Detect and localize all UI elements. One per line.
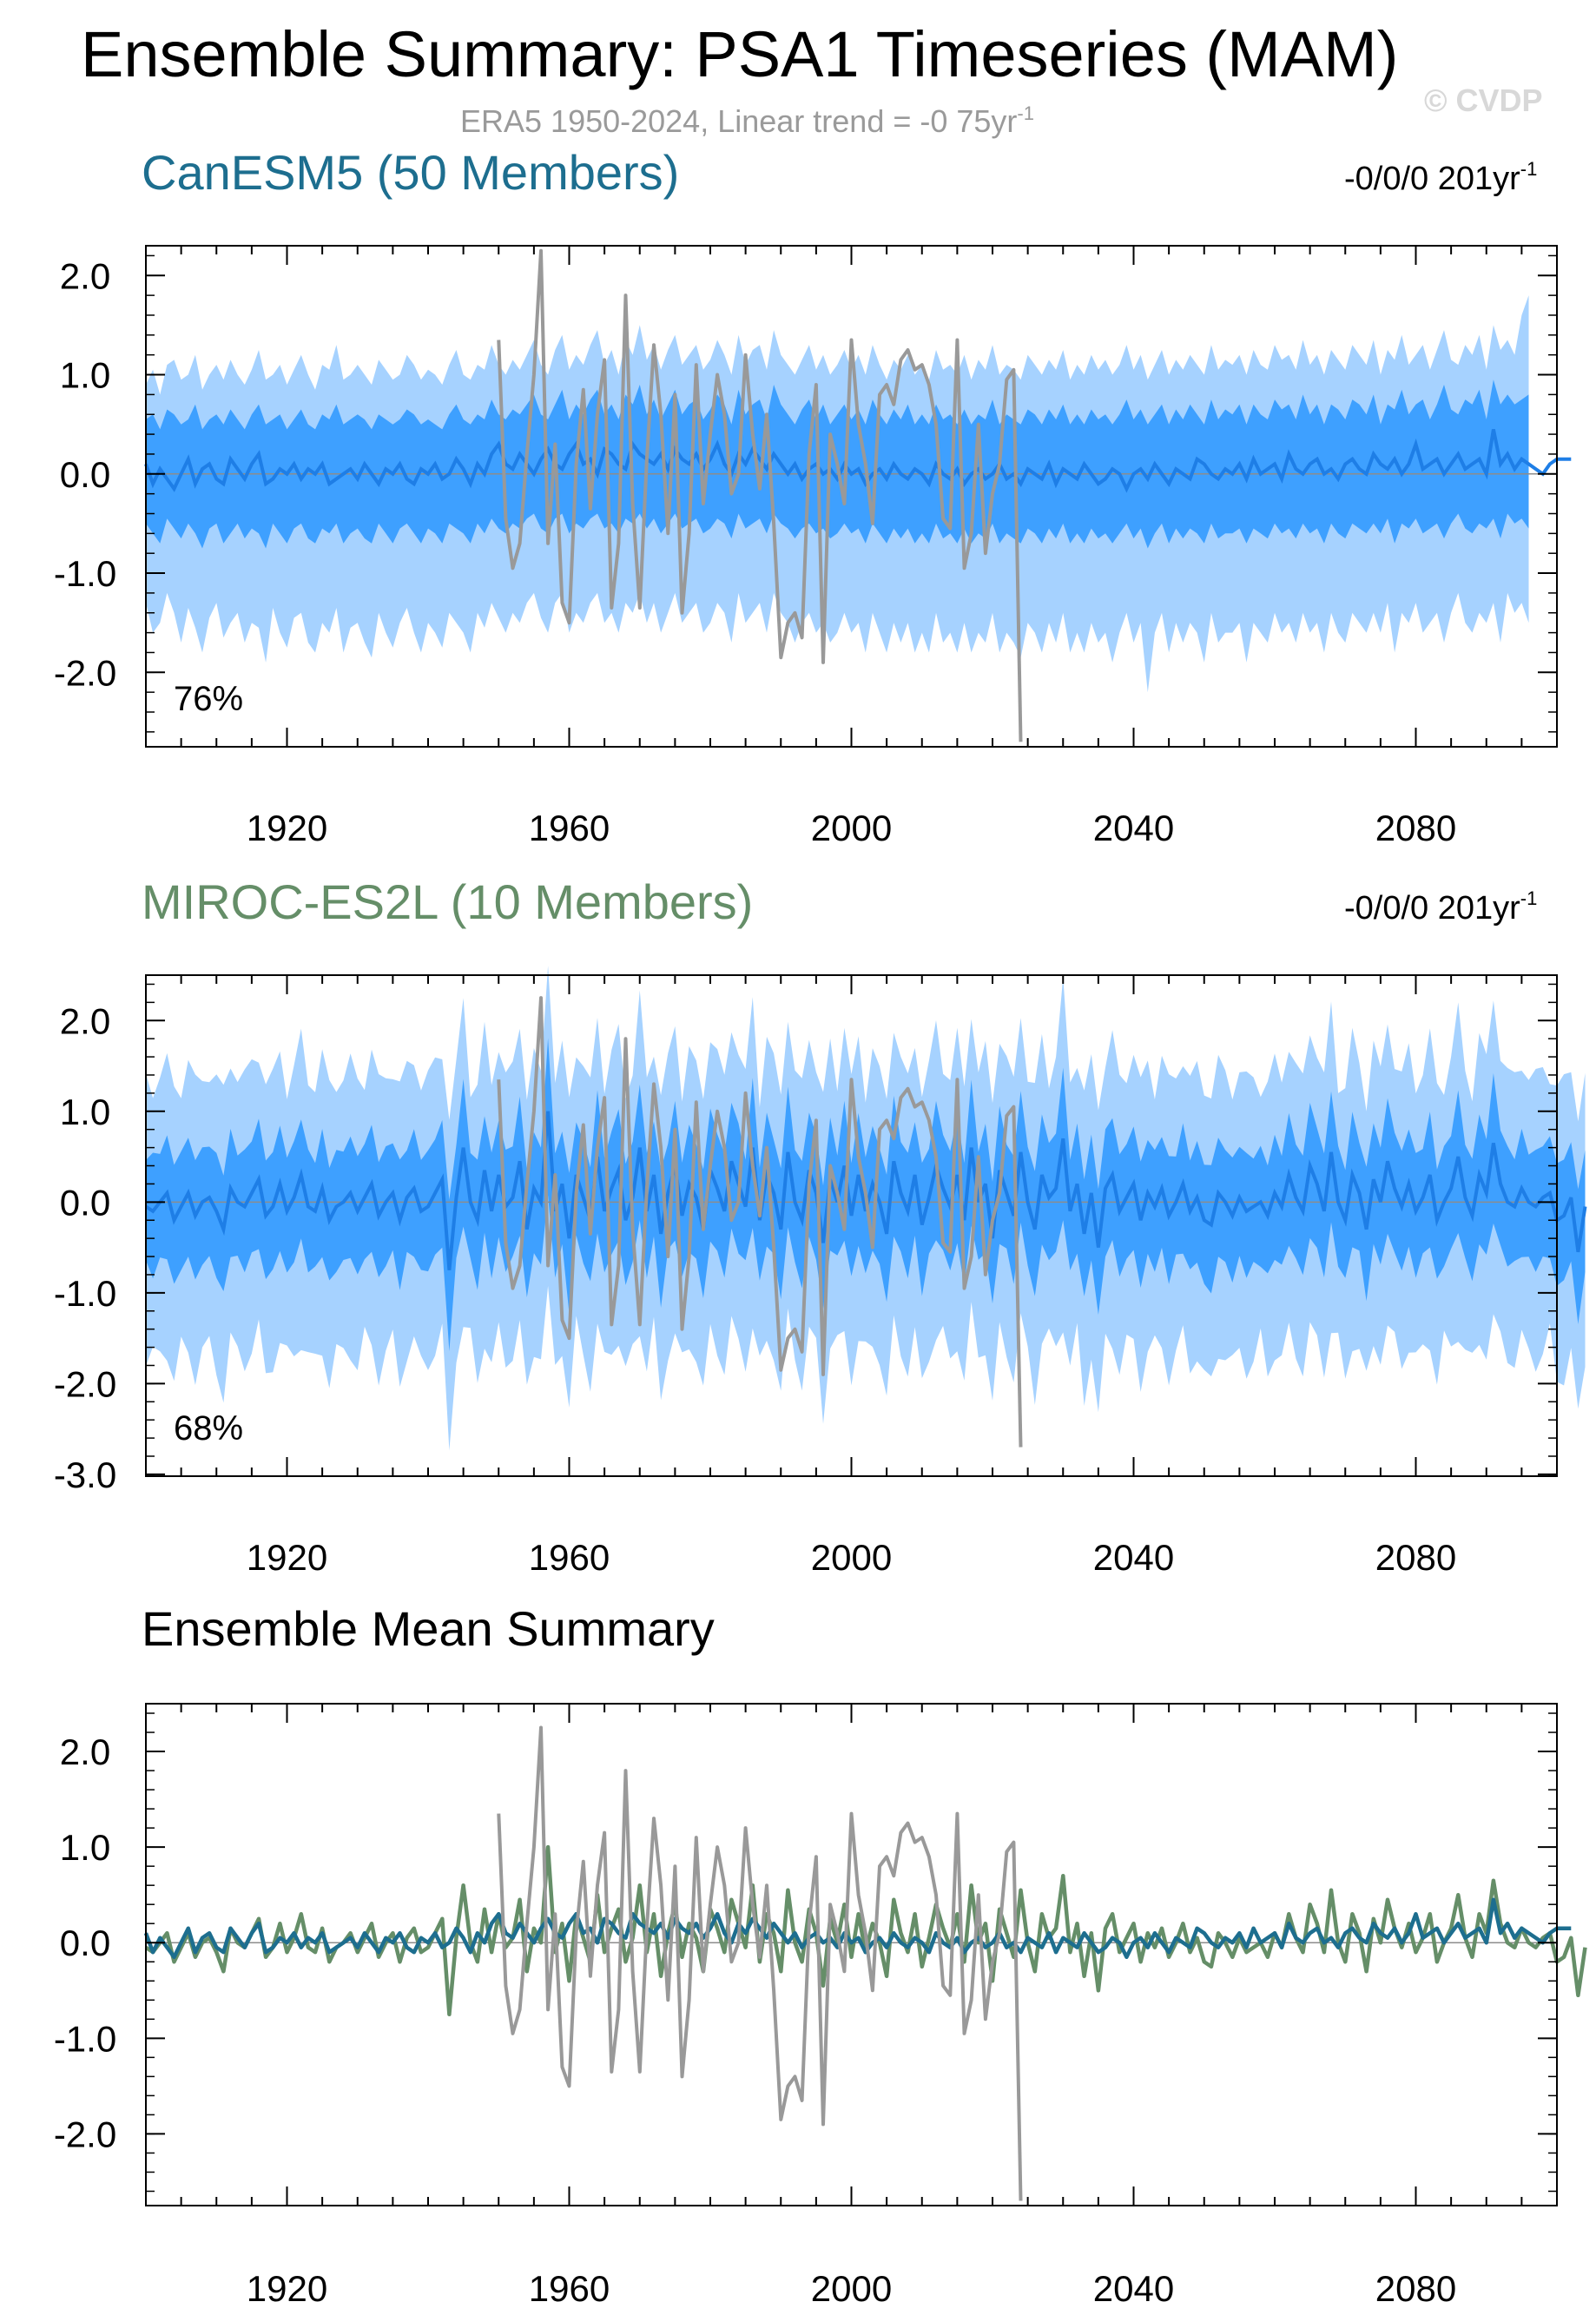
x-tick-label: 1960 bbox=[529, 1537, 610, 1578]
x-tick-label: 2000 bbox=[811, 2268, 892, 2309]
y-tick-label: 0.0 bbox=[60, 1182, 110, 1223]
panel-ensemble-mean-summary: Ensemble Mean Summary 1920 1960 2000 2040 208… bbox=[54, 1601, 1587, 2309]
x-tick-label: 2000 bbox=[811, 808, 892, 848]
x-tick-label: 2080 bbox=[1375, 1537, 1456, 1578]
y-tick-label: 2.0 bbox=[60, 1000, 110, 1041]
canesm5-mean-line bbox=[143, 1897, 1572, 1960]
panel-canesm5: CanESM5 (50 Members) -0/0/0 201yr-1 1920 19… bbox=[54, 145, 1572, 848]
x-tick-label: 1960 bbox=[529, 2268, 610, 2309]
y-tick-label: 0.0 bbox=[60, 454, 110, 495]
panel-title: Ensemble Mean Summary bbox=[142, 1601, 715, 1656]
subtitle-text: ERA5 1950-2024, Linear trend = -0 75yr bbox=[460, 103, 1017, 139]
y-tick-label: -2.0 bbox=[54, 1363, 116, 1404]
figure-subtitle: ERA5 1950-2024, Linear trend = -0 75yr-1 bbox=[460, 102, 1034, 139]
y-tick-label: -3.0 bbox=[54, 1454, 116, 1495]
x-tick-label: 2080 bbox=[1375, 2268, 1456, 2309]
x-tick-label: 1920 bbox=[247, 1537, 327, 1578]
percent-label: 68% bbox=[174, 1409, 243, 1448]
panel-title: CanESM5 (50 Members) bbox=[142, 145, 679, 200]
cvdp-watermark: © CVDP bbox=[1424, 82, 1543, 118]
panel-title: MIROC-ES2L (10 Members) bbox=[142, 874, 753, 929]
era5-observed-line bbox=[497, 996, 1023, 1448]
y-tick-label: 2.0 bbox=[60, 255, 110, 296]
y-tick-label: -1.0 bbox=[54, 1273, 116, 1314]
y-tick-label: 2.0 bbox=[60, 1731, 110, 1772]
x-tick-label: 2040 bbox=[1093, 808, 1174, 848]
y-tick-label: 1.0 bbox=[60, 355, 110, 396]
trend-label: -0/0/0 201yr-1 bbox=[1344, 158, 1537, 197]
y-tick-label: -1.0 bbox=[54, 2018, 116, 2059]
y-tick-label: 1.0 bbox=[60, 1092, 110, 1132]
x-tick-label: 2040 bbox=[1093, 2268, 1174, 2309]
y-tick-label: -2.0 bbox=[54, 652, 116, 693]
era5-observed-line bbox=[497, 248, 1023, 742]
era5-observed-line bbox=[497, 1725, 1023, 2201]
y-tick-label: 0.0 bbox=[60, 1923, 110, 1963]
x-tick-label: 1920 bbox=[247, 2268, 327, 2309]
x-tick-label: 2040 bbox=[1093, 1537, 1174, 1578]
ensemble-mean-line bbox=[144, 429, 1572, 493]
x-tick-label: 1920 bbox=[247, 808, 327, 848]
ensemble-mean-line bbox=[144, 1111, 1587, 1270]
trend-label: -0/0/0 201yr-1 bbox=[1344, 887, 1537, 927]
y-tick-label: 1.0 bbox=[60, 1827, 110, 1868]
x-tick-label: 2000 bbox=[811, 1537, 892, 1578]
subtitle-superscript: -1 bbox=[1017, 102, 1034, 124]
panel-miroc-es2l: MIROC-ES2L (10 Members) -0/0/0 201yr-1 192… bbox=[54, 874, 1587, 1578]
y-tick-label: -2.0 bbox=[54, 2114, 116, 2154]
x-tick-label: 2080 bbox=[1375, 808, 1456, 848]
x-tick-label: 1960 bbox=[529, 808, 610, 848]
figure-title: Ensemble Summary: PSA1 Timeseries (MAM) bbox=[81, 18, 1398, 90]
y-tick-label: -1.0 bbox=[54, 553, 116, 594]
percent-label: 76% bbox=[174, 680, 243, 718]
